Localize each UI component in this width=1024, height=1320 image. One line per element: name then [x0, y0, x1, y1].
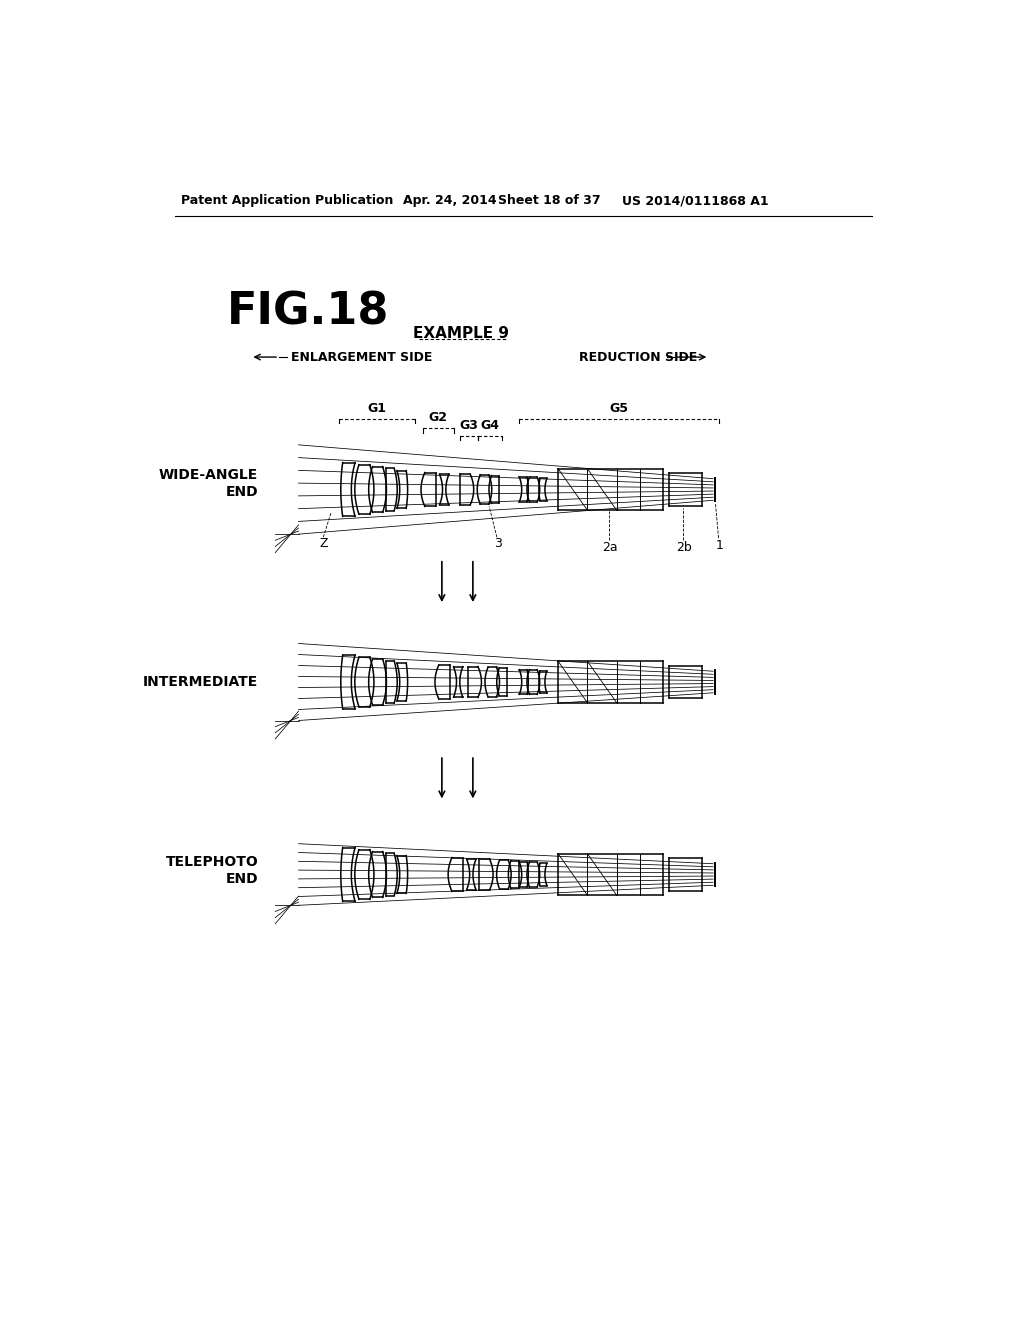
Text: REDUCTION SIDE: REDUCTION SIDE [579, 351, 697, 363]
Text: G3: G3 [459, 418, 478, 432]
Text: 3: 3 [495, 537, 503, 550]
Text: 2a: 2a [602, 541, 617, 554]
Text: FIG.18: FIG.18 [227, 290, 389, 334]
Text: Apr. 24, 2014: Apr. 24, 2014 [403, 194, 497, 207]
Text: INTERMEDIATE: INTERMEDIATE [143, 675, 258, 689]
Text: 2b: 2b [677, 541, 692, 554]
Text: Z: Z [319, 537, 328, 550]
Text: Sheet 18 of 37: Sheet 18 of 37 [499, 194, 601, 207]
Text: 1: 1 [716, 539, 723, 552]
Text: G1: G1 [368, 401, 386, 414]
Text: EXAMPLE 9: EXAMPLE 9 [414, 326, 509, 342]
Text: G2: G2 [428, 411, 447, 424]
Text: ENLARGEMENT SIDE: ENLARGEMENT SIDE [291, 351, 432, 363]
Text: TELEPHOTO
END: TELEPHOTO END [166, 855, 258, 886]
Text: G4: G4 [480, 418, 500, 432]
Text: WIDE-ANGLE
END: WIDE-ANGLE END [159, 467, 258, 499]
Text: US 2014/0111868 A1: US 2014/0111868 A1 [623, 194, 769, 207]
Text: G5: G5 [609, 401, 629, 414]
Text: Patent Application Publication: Patent Application Publication [180, 194, 393, 207]
